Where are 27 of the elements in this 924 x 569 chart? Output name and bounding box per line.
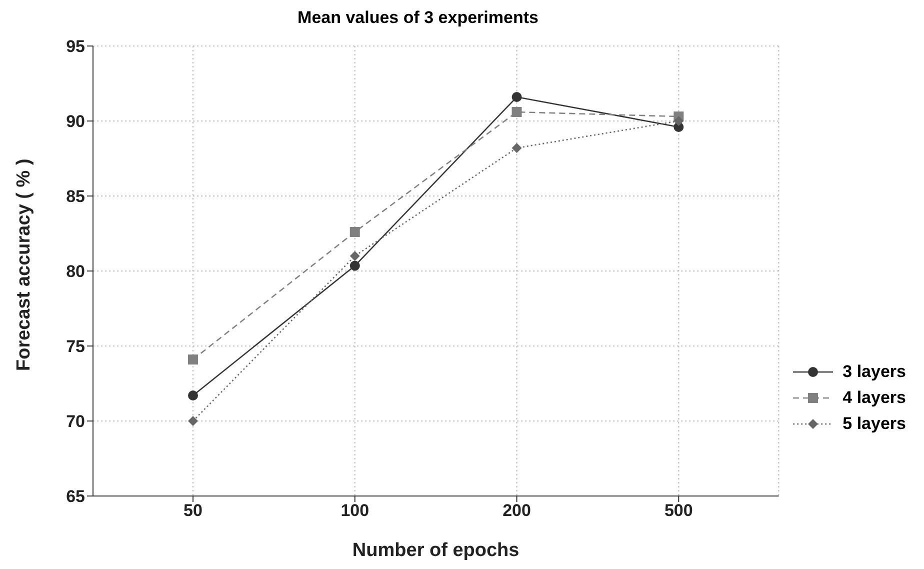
x-tick-label: 50 xyxy=(184,501,202,520)
y-tick-label: 80 xyxy=(66,262,85,282)
y-tick-label: 65 xyxy=(66,487,85,506)
point xyxy=(188,390,198,400)
x-tick-label: 500 xyxy=(664,501,693,520)
y-tick-label: 70 xyxy=(66,412,85,432)
legend-label: 5 layers xyxy=(842,414,906,434)
point xyxy=(674,116,684,126)
y-tick-label: 85 xyxy=(66,187,85,206)
y-tick-label: 75 xyxy=(66,337,85,356)
x-tick-label: 200 xyxy=(502,501,531,520)
legend-label: 4 layers xyxy=(842,388,906,408)
point xyxy=(188,354,198,364)
point xyxy=(188,416,198,426)
y-axis-title: Forecast accuracy ( % ) xyxy=(14,158,35,371)
y-tick-label: 95 xyxy=(66,37,85,56)
legend-label: 3 layers xyxy=(842,362,906,382)
point xyxy=(512,107,522,117)
point xyxy=(512,143,522,153)
point xyxy=(512,92,522,102)
point xyxy=(350,260,360,271)
y-tick-label: 90 xyxy=(66,112,85,132)
chart-title: Mean values of 3 experiments xyxy=(296,8,540,29)
x-axis-title: Number of epochs xyxy=(352,540,520,561)
point xyxy=(350,251,360,261)
x-tick-label: 100 xyxy=(340,501,370,520)
point xyxy=(350,227,360,237)
